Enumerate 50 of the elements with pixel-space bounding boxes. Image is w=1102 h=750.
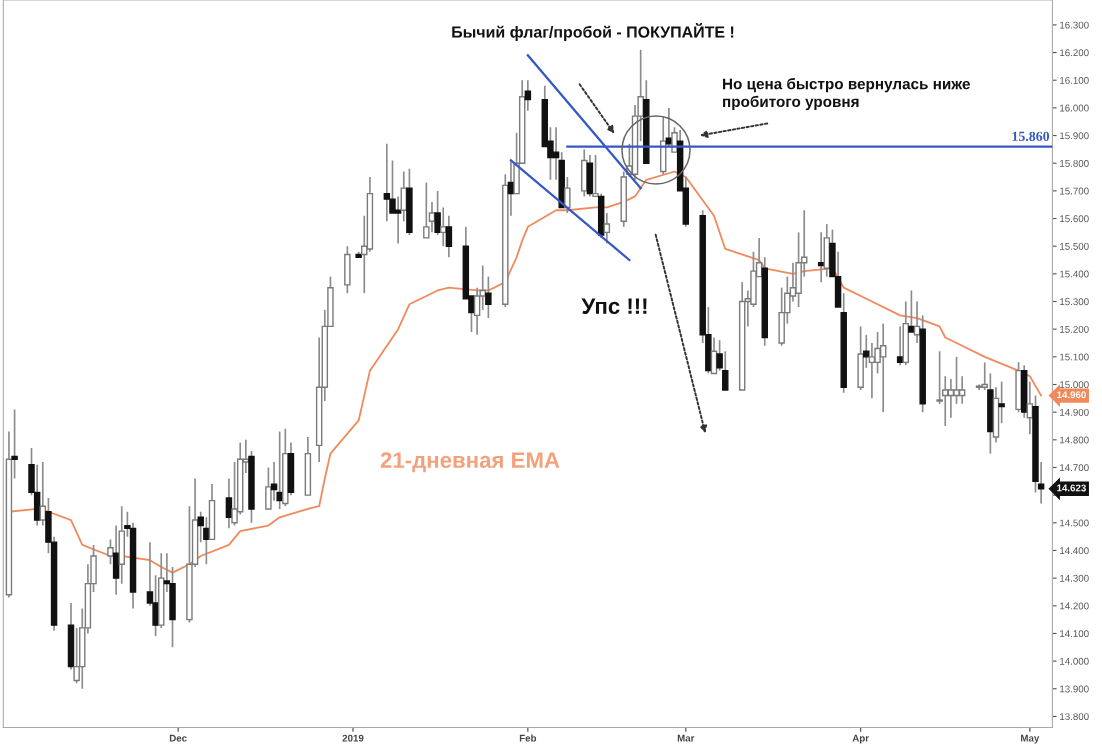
y-tick-label: 14.400 [1060,547,1089,555]
y-tick-label: 13.900 [1060,685,1089,693]
y-tick-label: 15.600 [1060,215,1089,223]
candlestick [896,325,904,366]
y-tick-label: 15.200 [1060,325,1089,333]
candlestick [203,516,210,566]
text: 14.623 [1057,484,1086,492]
y-tick-label: 14.100 [1060,630,1089,638]
y-tick-label: 16.000 [1060,104,1089,112]
y-tick-label: 15.700 [1060,187,1089,195]
x-tick-label: Feb [519,734,537,742]
y-tick-label: 16.100 [1060,76,1089,84]
x-tick-label: Mar [677,734,695,742]
candlestick [564,176,571,214]
annotation: Упс !!! [581,298,647,314]
candlestick [998,380,1005,425]
y-tick-label: 14.500 [1060,519,1089,527]
annotation: Но цена быстро вернулась ниже пробитого уровня [723,77,970,111]
y-tick-label: 14.300 [1060,574,1089,582]
y-tick-label: 15.000 [1060,381,1089,389]
y-tick-label: 16.200 [1060,49,1089,57]
y-tick-label: 15.300 [1060,298,1089,306]
y-tick-label: 14.700 [1060,464,1089,472]
y-tick-label: 14.800 [1060,436,1089,444]
y-tick-label: 15.500 [1060,242,1089,250]
candlestick [440,206,447,248]
y-tick-label: 15.800 [1060,159,1089,167]
y-tick-label: 15.900 [1060,132,1089,140]
x-tick-label: Dec [169,734,187,742]
annotation: Бычий флаг/пробой - ПОКУПАЙТЕ ! [452,23,734,41]
x-tick-label: Apr [852,734,869,744]
y-tick-label: 14.900 [1060,408,1089,416]
y-tick-label: 14.000 [1060,657,1089,665]
y-tick-label: 16.300 [1060,21,1089,29]
candlestick [908,289,915,333]
candlestick [265,466,272,510]
y-tick-label: 14.200 [1060,602,1089,610]
candlestick [817,231,825,283]
candlestick [603,212,611,245]
candlestick [423,181,430,239]
candlestick [445,214,453,259]
data-label: 15.860 [1012,131,1050,142]
candlestick [270,461,278,502]
x-tick-label: May [1021,734,1040,744]
data-label: 14.960 [1057,391,1086,399]
series-label: 21-дневная EMA [380,452,560,473]
y-tick-label: 15.400 [1060,270,1089,278]
y-tick-label: 13.800 [1060,713,1089,721]
y-tick-label: 15.100 [1060,353,1089,361]
x-tick-label: 2019 [342,734,364,742]
